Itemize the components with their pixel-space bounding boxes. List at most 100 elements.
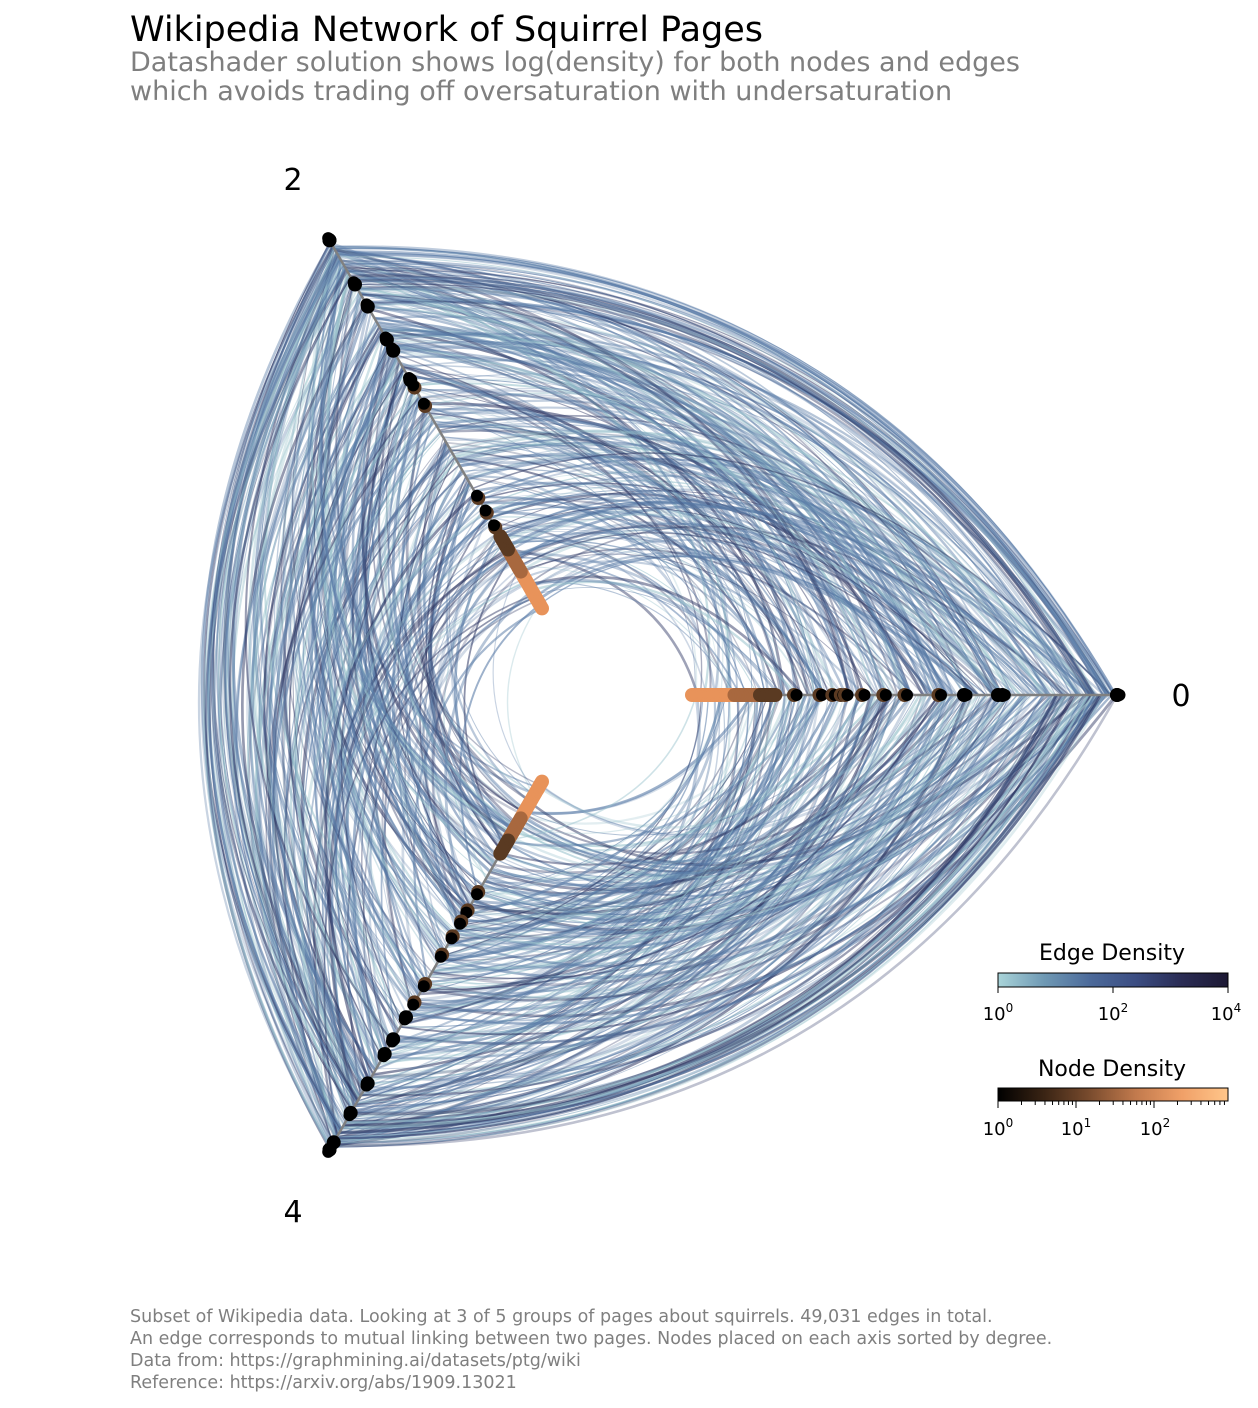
edge (284, 253, 454, 936)
edge (419, 514, 489, 907)
edge (394, 346, 1089, 696)
edge (354, 581, 528, 1076)
edge (433, 694, 921, 972)
chart-subtitle: Datashader solution shows log(density) f… (130, 48, 1020, 106)
edge (533, 586, 784, 696)
edge (213, 264, 346, 1125)
edge (376, 320, 836, 696)
edge (453, 430, 1095, 696)
edge-tick-1e0: 100 (983, 1001, 1014, 1025)
edge (508, 694, 697, 841)
edge (345, 694, 1067, 1124)
edge (219, 258, 356, 1106)
edge (385, 361, 541, 786)
edge (528, 575, 804, 696)
edge (419, 437, 525, 814)
edge (300, 277, 462, 924)
edge (334, 694, 859, 1142)
edge (489, 506, 912, 696)
edge (344, 265, 1056, 696)
edge (388, 694, 846, 1048)
edge (446, 441, 812, 696)
edge (504, 540, 824, 696)
edge (528, 578, 780, 696)
edge (407, 694, 1061, 1022)
edge (485, 479, 1050, 696)
edge (487, 474, 1091, 696)
edge (381, 694, 875, 1061)
edge (424, 557, 515, 930)
edge (338, 255, 903, 696)
edge (512, 526, 979, 696)
edge (431, 694, 1063, 987)
edge (472, 694, 885, 906)
edge (357, 286, 1116, 696)
edge (514, 694, 1069, 879)
edge (222, 252, 365, 1092)
edge (428, 399, 1069, 696)
edge (288, 266, 451, 941)
edge (480, 492, 926, 696)
edge (252, 285, 385, 1057)
edge (485, 694, 889, 887)
edge (329, 418, 434, 1016)
node (471, 489, 483, 502)
edge (440, 418, 1060, 696)
edge (422, 393, 1033, 696)
node (407, 998, 420, 1011)
edge (389, 694, 717, 1046)
edge (400, 694, 1092, 1036)
edge (321, 378, 422, 993)
node (398, 1013, 411, 1026)
edge (520, 553, 878, 696)
edge (455, 435, 1081, 696)
edge (477, 457, 1113, 696)
node (841, 689, 854, 701)
edge (421, 694, 1078, 1002)
node (998, 689, 1011, 701)
edge (427, 410, 885, 696)
edge (355, 284, 952, 696)
edge (210, 242, 353, 1111)
edge (431, 694, 1011, 980)
edge (224, 267, 358, 1103)
edge (346, 269, 1002, 696)
edge (348, 694, 948, 1119)
edge (342, 694, 1079, 1129)
edge (403, 359, 1085, 696)
edge (361, 694, 1052, 1096)
edge (200, 247, 338, 1139)
edge (220, 277, 352, 1123)
edge (498, 528, 843, 696)
edge (346, 269, 798, 696)
edge (329, 694, 804, 1150)
edge (360, 694, 892, 1097)
edge (384, 379, 517, 829)
edge (489, 694, 898, 881)
edge (412, 607, 543, 981)
edge (422, 694, 939, 991)
node (858, 689, 871, 701)
edge (353, 280, 1095, 696)
edge (435, 417, 995, 696)
edge (254, 390, 418, 1149)
edge (401, 592, 535, 995)
edge (446, 694, 794, 949)
node-colorbar (997, 1087, 1229, 1102)
node (960, 689, 973, 701)
edge (524, 694, 759, 815)
edge (536, 554, 977, 697)
edge (335, 694, 1074, 1140)
edge (263, 326, 381, 1075)
edge (347, 694, 849, 1119)
edge (335, 519, 492, 1080)
edge (337, 253, 1117, 696)
edge (323, 282, 498, 860)
edge (347, 694, 1011, 1120)
edge (440, 694, 1026, 969)
edge (519, 526, 1022, 696)
edge (218, 267, 348, 1120)
node-tick-1e0: 100 (983, 1116, 1014, 1140)
node (343, 1109, 356, 1122)
edge (375, 520, 493, 1004)
